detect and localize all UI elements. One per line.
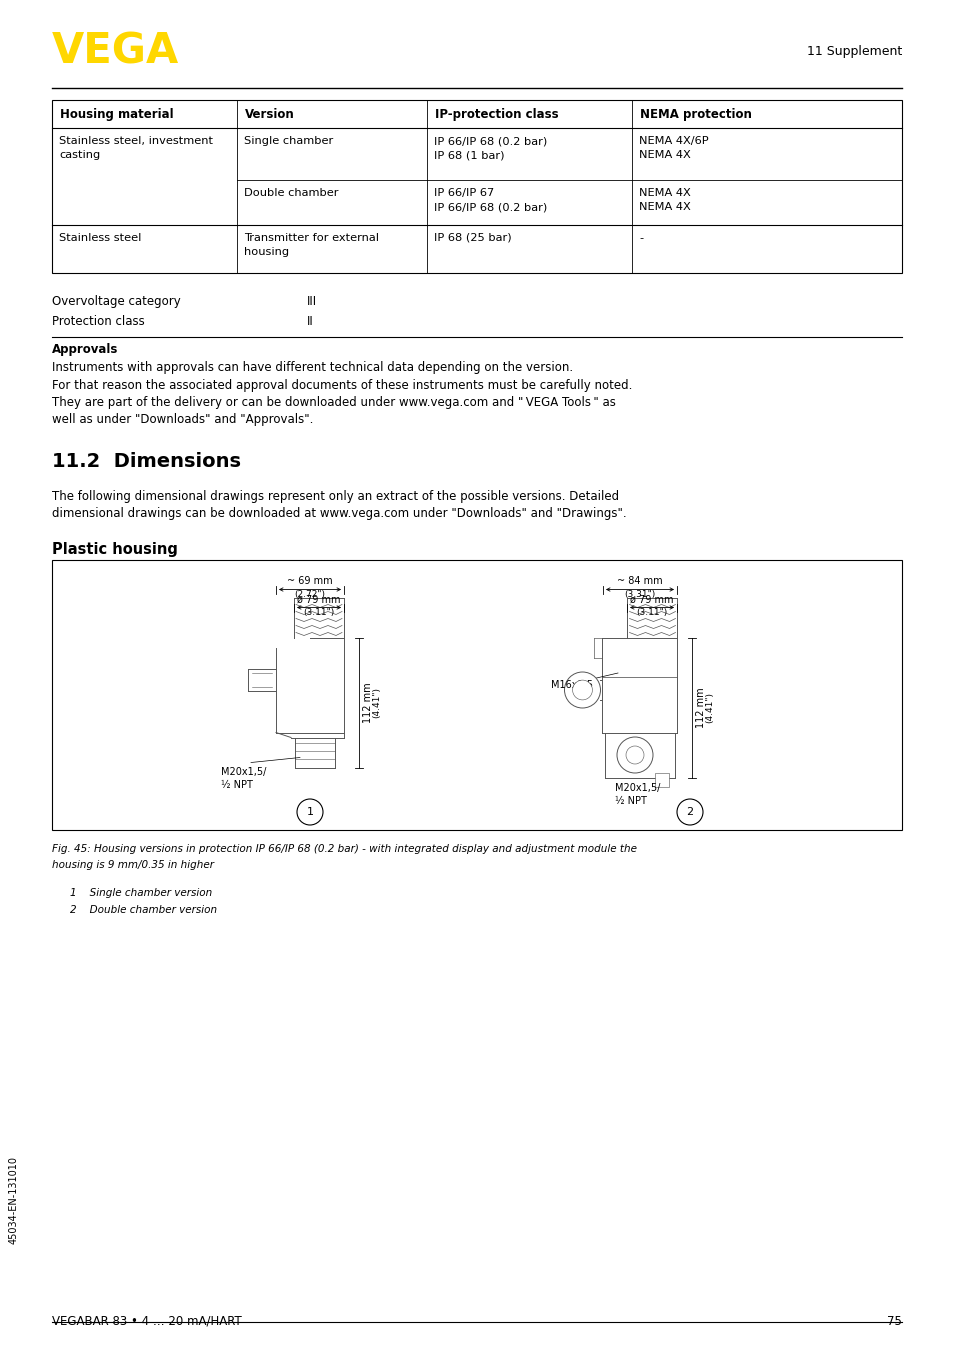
Text: Stainless steel: Stainless steel (59, 233, 141, 242)
Circle shape (617, 737, 652, 773)
Text: IP 68 (1 bar): IP 68 (1 bar) (434, 150, 504, 160)
Text: Fig. 45: Housing versions in protection IP 66/IP 68 (0.2 bar) - with integrated : Fig. 45: Housing versions in protection … (52, 844, 637, 854)
Bar (655, 773, 668, 787)
Text: Approvals: Approvals (52, 343, 118, 356)
Text: IP 66/IP 67: IP 66/IP 67 (434, 188, 494, 198)
Text: Transmitter for external: Transmitter for external (244, 233, 378, 242)
Text: VEGA: VEGA (52, 30, 179, 72)
Text: ~ 69 mm: ~ 69 mm (287, 577, 333, 586)
Text: (3.11"): (3.11") (303, 608, 335, 617)
Text: 112 mm: 112 mm (696, 688, 705, 728)
Text: Stainless steel, investment: Stainless steel, investment (59, 135, 213, 146)
Text: Single chamber: Single chamber (244, 135, 333, 146)
Text: housing: housing (244, 246, 289, 257)
Text: well as under "Downloads" and "Approvals".: well as under "Downloads" and "Approvals… (52, 413, 313, 427)
Circle shape (625, 746, 643, 764)
Text: IP-protection class: IP-protection class (435, 108, 558, 121)
Text: casting: casting (59, 150, 100, 160)
Text: ~ 84 mm: ~ 84 mm (617, 577, 662, 586)
Circle shape (564, 672, 599, 708)
Text: 2: 2 (686, 807, 693, 816)
Text: M16x1,5: M16x1,5 (551, 680, 593, 691)
Text: 2    Double chamber version: 2 Double chamber version (70, 904, 217, 915)
Text: NEMA 4X: NEMA 4X (639, 188, 690, 198)
Text: ø 79 mm: ø 79 mm (297, 594, 340, 604)
Text: Instruments with approvals can have different technical data depending on the ve: Instruments with approvals can have diff… (52, 362, 573, 374)
Circle shape (296, 799, 323, 825)
Text: 112 mm: 112 mm (363, 682, 373, 723)
Text: 1    Single chamber version: 1 Single chamber version (70, 888, 212, 898)
Text: dimensional drawings can be downloaded at www.vega.com under "Downloads" and "Dr: dimensional drawings can be downloaded a… (52, 506, 626, 520)
Text: ½ NPT: ½ NPT (221, 780, 253, 791)
Text: M20x1,5/: M20x1,5/ (221, 768, 266, 777)
Text: IP 66/IP 68 (0.2 bar): IP 66/IP 68 (0.2 bar) (434, 135, 547, 146)
Text: They are part of the delivery or can be downloaded under www.vega.com and " VEGA: They are part of the delivery or can be … (52, 395, 616, 409)
Text: NEMA protection: NEMA protection (639, 108, 751, 121)
Text: For that reason the associated approval documents of these instruments must be c: For that reason the associated approval … (52, 379, 632, 393)
Text: Protection class: Protection class (52, 315, 145, 328)
Text: VEGABAR 83 • 4 … 20 mA/HART: VEGABAR 83 • 4 … 20 mA/HART (52, 1315, 241, 1328)
Text: Housing material: Housing material (60, 108, 173, 121)
Text: (2.72"): (2.72") (294, 590, 325, 600)
Text: IP 68 (25 bar): IP 68 (25 bar) (434, 233, 511, 242)
Text: -: - (639, 233, 642, 242)
Text: 11 Supplement: 11 Supplement (806, 45, 901, 58)
Text: M20x1,5/: M20x1,5/ (615, 783, 659, 792)
Text: III: III (307, 295, 316, 307)
Bar (52, 561, 901, 830)
Text: IP 66/IP 68 (0.2 bar): IP 66/IP 68 (0.2 bar) (434, 202, 547, 213)
Text: Plastic housing: Plastic housing (52, 542, 177, 556)
Text: (3.31"): (3.31") (623, 590, 655, 600)
Text: NEMA 4X: NEMA 4X (639, 150, 690, 160)
Text: (3.11"): (3.11") (636, 608, 667, 617)
Text: NEMA 4X: NEMA 4X (639, 202, 690, 213)
Text: ø 79 mm: ø 79 mm (630, 594, 673, 604)
Circle shape (677, 799, 702, 825)
Text: Version: Version (245, 108, 294, 121)
Text: 45034-EN-131010: 45034-EN-131010 (9, 1156, 19, 1244)
Text: Double chamber: Double chamber (244, 188, 338, 198)
Circle shape (572, 680, 592, 700)
Text: 11.2  Dimensions: 11.2 Dimensions (52, 452, 241, 471)
Text: 1: 1 (306, 807, 314, 816)
Text: 75: 75 (886, 1315, 901, 1328)
Bar (52, 100, 901, 274)
Text: The following dimensional drawings represent only an extract of the possible ver: The following dimensional drawings repre… (52, 490, 618, 502)
Text: NEMA 4X/6P: NEMA 4X/6P (639, 135, 708, 146)
Text: housing is 9 mm/0.35 in higher: housing is 9 mm/0.35 in higher (52, 860, 213, 871)
Text: (4.41"): (4.41") (372, 686, 380, 718)
Text: ½ NPT: ½ NPT (615, 796, 646, 806)
Text: (4.41"): (4.41") (704, 692, 713, 723)
Text: Overvoltage category: Overvoltage category (52, 295, 180, 307)
Text: II: II (307, 315, 314, 328)
